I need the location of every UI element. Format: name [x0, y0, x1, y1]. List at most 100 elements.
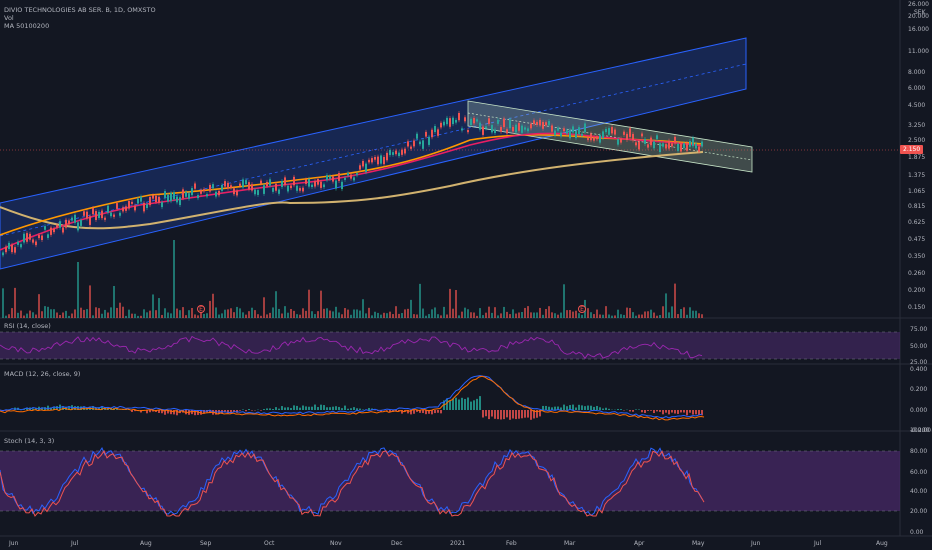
- volume-bar: [344, 308, 346, 318]
- macd-histogram-bar: [620, 409, 622, 410]
- macd-histogram-bar: [644, 410, 646, 413]
- volume-legend[interactable]: Vol: [4, 14, 14, 22]
- candle-body: [563, 128, 565, 132]
- volume-bar: [674, 283, 676, 318]
- candle-body: [476, 119, 478, 122]
- volume-bar: [605, 306, 607, 318]
- macd-histogram-bar: [314, 404, 316, 410]
- macd-histogram-bar: [170, 410, 172, 415]
- volume-bar: [296, 314, 298, 318]
- volume-bar: [17, 312, 19, 318]
- volume-bar: [308, 289, 310, 318]
- volume-bar: [110, 307, 112, 318]
- candle-body: [473, 118, 475, 124]
- earnings-event-icon[interactable]: E: [578, 305, 586, 313]
- volume-bar: [92, 315, 94, 318]
- candle-body: [584, 123, 586, 133]
- macd-histogram-bar: [488, 410, 490, 420]
- candle-body: [2, 252, 4, 256]
- candle-body: [236, 190, 238, 196]
- last-price-tag: 2.150: [900, 145, 924, 154]
- candle-body: [182, 189, 184, 199]
- macd-histogram-bar: [410, 410, 412, 415]
- candle-body: [101, 210, 103, 219]
- volume-bar: [137, 315, 139, 318]
- volume-bar: [686, 314, 688, 318]
- volume-bar: [35, 314, 37, 318]
- stoch-legend[interactable]: Stoch (14, 3, 3): [4, 437, 55, 445]
- price-tick-label: 26.000: [908, 1, 929, 8]
- volume-bar: [320, 290, 322, 318]
- candle-body: [23, 233, 25, 243]
- candle-body: [119, 212, 121, 216]
- candle-body: [53, 228, 55, 233]
- candle-body: [104, 217, 106, 220]
- macd-histogram-bar: [38, 406, 40, 410]
- macd-histogram-bar: [242, 409, 244, 410]
- candle-body: [389, 150, 391, 156]
- candle-body: [491, 125, 493, 133]
- candle-body: [254, 189, 256, 195]
- macd-histogram-bar: [467, 397, 469, 410]
- volume-bar: [392, 314, 394, 318]
- macd-tick-label: 0.200: [910, 386, 928, 393]
- volume-bar: [341, 314, 343, 318]
- candle-body: [245, 180, 247, 185]
- macd-histogram-bar: [371, 408, 373, 410]
- rsi-legend[interactable]: RSI (14, close): [4, 322, 51, 330]
- ma-legend[interactable]: MA 50100200: [4, 22, 50, 30]
- volume-bar: [20, 310, 22, 318]
- macd-histogram-bar: [260, 410, 262, 411]
- macd-histogram-bar: [368, 407, 370, 410]
- volume-bar: [362, 299, 364, 318]
- volume-bar: [524, 307, 526, 318]
- candle-body: [209, 184, 211, 192]
- candle-body: [446, 117, 448, 125]
- candle-body: [599, 135, 601, 143]
- macd-histogram-bar: [98, 407, 100, 410]
- macd-histogram-bar: [551, 407, 553, 410]
- macd-legend[interactable]: MACD (12, 26, close, 9): [4, 370, 81, 378]
- volume-bar: [329, 310, 331, 318]
- macd-histogram-bar: [317, 407, 319, 410]
- candle-body: [578, 127, 580, 135]
- stoch-tick-label: 80.00: [910, 448, 928, 455]
- candle-body: [431, 129, 433, 138]
- volume-bar: [617, 309, 619, 318]
- candle-body: [83, 211, 85, 216]
- candle-body: [647, 144, 649, 148]
- stoch-tick-label: 100.00: [910, 427, 931, 434]
- currency-label: SEK: [914, 9, 926, 16]
- macd-histogram-bar: [5, 410, 7, 411]
- macd-histogram-bar: [152, 410, 154, 412]
- price-tick-label: 6.000: [908, 85, 926, 92]
- candle-body: [302, 187, 304, 192]
- volume-bar: [431, 309, 433, 318]
- volume-bar: [11, 308, 13, 318]
- candle-body: [479, 122, 481, 130]
- rsi-tick-label: 25.00: [910, 359, 928, 366]
- volume-bar: [230, 308, 232, 318]
- price-tick-label: 0.260: [908, 270, 926, 277]
- candle-body: [626, 133, 628, 141]
- candle-body: [308, 178, 310, 187]
- earnings-event-icon[interactable]: E: [197, 305, 205, 313]
- volume-bar: [113, 285, 115, 318]
- candle-body: [161, 202, 163, 208]
- candle-body: [434, 126, 436, 133]
- candle-body: [437, 129, 439, 136]
- volume-bar: [233, 312, 235, 318]
- candle-body: [461, 128, 463, 131]
- symbol-title[interactable]: DIVIO TECHNOLOGIES AB SER. B, 1D, OMXSTO: [4, 6, 156, 14]
- volume-bar: [548, 306, 550, 318]
- candle-body: [272, 187, 274, 192]
- candle-body: [326, 175, 328, 181]
- candle-body: [41, 235, 43, 240]
- candle-body: [77, 222, 79, 231]
- volume-bar: [326, 308, 328, 318]
- volume-bar: [269, 312, 271, 318]
- macd-histogram-bar: [635, 409, 637, 410]
- time-tick-label: Sep: [200, 540, 212, 547]
- candle-body: [215, 191, 217, 197]
